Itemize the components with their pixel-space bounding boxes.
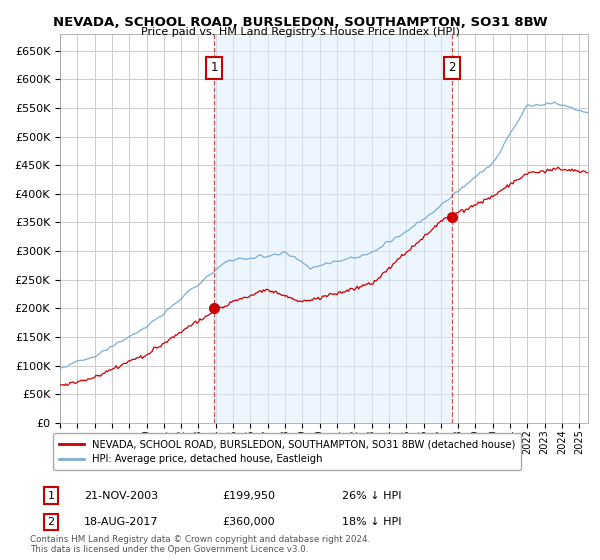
Text: 18-AUG-2017: 18-AUG-2017 xyxy=(84,517,158,527)
Legend: NEVADA, SCHOOL ROAD, BURSLEDON, SOUTHAMPTON, SO31 8BW (detached house), HPI: Ave: NEVADA, SCHOOL ROAD, BURSLEDON, SOUTHAMP… xyxy=(53,433,521,470)
Text: 1: 1 xyxy=(211,62,218,74)
Text: NEVADA, SCHOOL ROAD, BURSLEDON, SOUTHAMPTON, SO31 8BW: NEVADA, SCHOOL ROAD, BURSLEDON, SOUTHAMP… xyxy=(53,16,547,29)
Text: 26% ↓ HPI: 26% ↓ HPI xyxy=(342,491,401,501)
Text: 2: 2 xyxy=(47,517,55,527)
Text: £199,950: £199,950 xyxy=(222,491,275,501)
Text: 18% ↓ HPI: 18% ↓ HPI xyxy=(342,517,401,527)
Text: 2: 2 xyxy=(448,62,455,74)
Text: 1: 1 xyxy=(47,491,55,501)
Text: 21-NOV-2003: 21-NOV-2003 xyxy=(84,491,158,501)
Bar xyxy=(214,34,452,423)
Text: Price paid vs. HM Land Registry's House Price Index (HPI): Price paid vs. HM Land Registry's House … xyxy=(140,27,460,37)
Text: Contains HM Land Registry data © Crown copyright and database right 2024.
This d: Contains HM Land Registry data © Crown c… xyxy=(30,535,370,554)
Text: £360,000: £360,000 xyxy=(222,517,275,527)
